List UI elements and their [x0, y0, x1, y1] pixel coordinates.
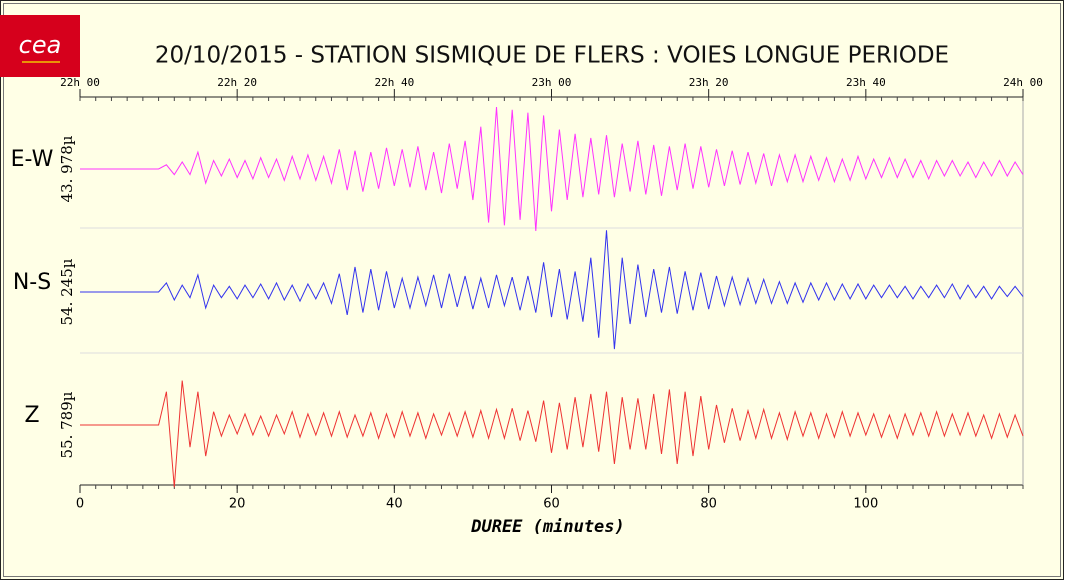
- trace-name: N-S: [13, 270, 51, 295]
- x-tick-label: 100: [853, 497, 878, 512]
- inner-frame: [3, 3, 1061, 577]
- top-tick-label: 23h 00: [532, 76, 572, 89]
- top-tick-label: 22h 00: [60, 76, 100, 89]
- x-tick-label: 40: [386, 497, 403, 512]
- x-axis-label: DUREE (minutes): [470, 517, 625, 537]
- amplitude-label: 55. 789µ: [58, 391, 76, 458]
- x-tick-label: 20: [229, 497, 246, 512]
- chart-title: 20/10/2015 - STATION SISMIQUE DE FLERS :…: [155, 43, 949, 69]
- trace: [80, 106, 1024, 232]
- logo: cea: [19, 31, 62, 59]
- amplitude-label: 54. 245µ: [58, 258, 76, 325]
- trace: [80, 380, 1024, 488]
- trace: [80, 230, 1024, 350]
- top-tick-label: 22h 20: [217, 76, 257, 89]
- x-tick-label: 0: [76, 497, 84, 512]
- top-tick-label: 22h 40: [374, 76, 414, 89]
- top-tick-label: 24h 00: [1003, 76, 1043, 89]
- top-tick-label: 23h 20: [689, 76, 729, 89]
- trace-name: Z: [24, 403, 39, 428]
- x-tick-label: 80: [700, 497, 717, 512]
- x-tick-label: 60: [543, 497, 560, 512]
- amplitude-label: 43. 978µ: [58, 135, 76, 202]
- top-tick-label: 23h 40: [846, 76, 886, 89]
- logo-box: [0, 15, 80, 77]
- trace-name: E-W: [11, 147, 54, 172]
